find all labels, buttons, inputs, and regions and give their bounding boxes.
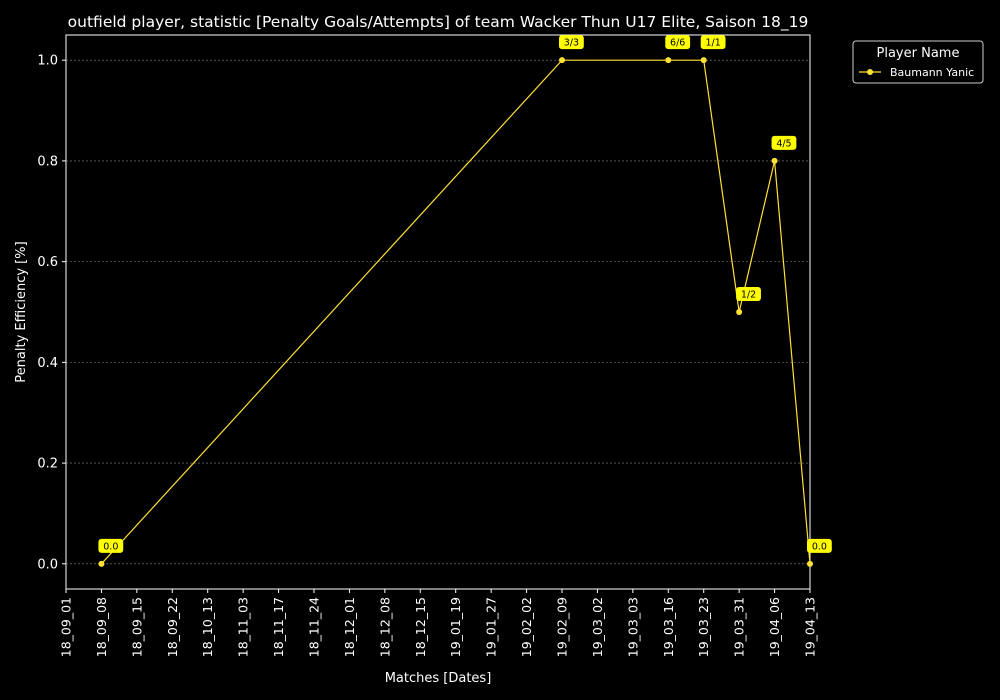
data-point — [665, 57, 672, 64]
x-tick-label: 18_10_13 — [200, 597, 215, 657]
data-point — [559, 57, 565, 64]
data-label-box — [807, 538, 832, 553]
data-label-box — [736, 287, 761, 301]
y-tick-label: 0.6 — [37, 255, 58, 270]
series-layer — [98, 57, 813, 567]
data-label: 0.0 — [103, 541, 118, 552]
data-label: 4/5 — [776, 138, 791, 149]
data-label-box — [559, 35, 584, 50]
x-tick-label: 18_09_08 — [94, 597, 109, 657]
plot-area — [65, 34, 811, 590]
data-point — [736, 309, 743, 315]
data-label-box — [665, 35, 691, 50]
data-labels: 0.0 3/3 6/6 1/1 1/2 4/5 0.0 — [98, 35, 832, 553]
legend: Player Name Baumann Yanic — [852, 40, 984, 84]
x-tick-label: 19_01_19 — [448, 597, 463, 657]
data-label: 1/1 — [705, 38, 720, 49]
x-tick-label: 18_09_22 — [165, 597, 180, 657]
x-tick-label: 19_02_02 — [519, 597, 534, 657]
legend-entry-label: Baumann Yanic — [890, 66, 974, 79]
y-tick-label: 0.4 — [37, 356, 58, 371]
data-point — [771, 157, 778, 164]
x-tick-label: 19_03_02 — [590, 597, 605, 657]
data-point — [98, 560, 105, 567]
y-axis: 0.0 0.2 0.4 0.6 0.8 1.0 — [37, 54, 66, 572]
x-tick-label: 18_12_15 — [413, 597, 428, 657]
x-tick-label: 19_01_27 — [484, 597, 499, 657]
x-tick-label: 19_03_31 — [732, 597, 747, 657]
y-axis-label: Penalty Efficiency [%] — [14, 241, 29, 382]
data-label-box — [771, 135, 797, 150]
data-point — [700, 57, 707, 64]
x-tick-label: 18_11_03 — [236, 597, 251, 657]
data-label-box — [700, 35, 726, 50]
x-axis-label: Matches [Dates] — [385, 671, 492, 686]
legend-title: Player Name — [877, 46, 960, 61]
data-point — [807, 560, 813, 567]
x-tick-label: 19_03_03 — [625, 597, 640, 657]
x-tick-label: 18_11_24 — [307, 597, 322, 657]
x-tick-label: 18_09_01 — [59, 597, 74, 657]
data-label-box — [98, 538, 124, 553]
legend-marker-sample — [867, 69, 873, 75]
x-tick-label: 19_03_23 — [696, 597, 711, 657]
grid-lines — [66, 59, 810, 565]
legend-box — [852, 40, 984, 84]
data-label: 1/2 — [741, 290, 756, 301]
x-tick-label: 18_12_08 — [377, 597, 392, 657]
y-tick-label: 0.0 — [37, 557, 58, 572]
x-tick-label: 19_04_06 — [767, 597, 782, 657]
x-tick-label: 19_03_16 — [661, 597, 676, 657]
y-tick-label: 0.2 — [37, 457, 58, 472]
x-axis: 18_09_01 18_09_08 18_09_15 18_09_22 18_10_13… — [59, 589, 818, 657]
data-label: 3/3 — [564, 38, 579, 49]
data-label: 6/6 — [670, 38, 685, 49]
x-tick-label: 19_02_09 — [555, 597, 570, 657]
chart-title: outfield player, statistic [Penalty Goal… — [68, 13, 809, 32]
data-label: 0.0 — [812, 541, 827, 552]
x-tick-label: 19_04_13 — [803, 597, 818, 657]
x-tick-label: 18_11_17 — [271, 597, 286, 657]
y-tick-label: 1.0 — [37, 54, 58, 69]
y-tick-label: 0.8 — [37, 154, 58, 169]
x-tick-label: 18_12_01 — [342, 597, 357, 657]
x-tick-label: 18_09_15 — [129, 597, 144, 657]
